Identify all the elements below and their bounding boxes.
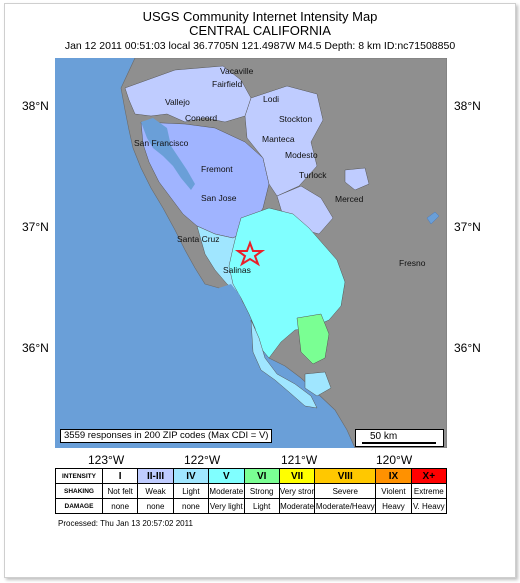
city-label: Lodi	[263, 94, 279, 104]
lat-label-37-left: 37°N	[22, 220, 49, 234]
south-patch	[304, 371, 332, 397]
intensity-cell: I	[101, 468, 139, 484]
city-label: Turlock	[299, 170, 327, 180]
shaking-cell: Moderate	[208, 483, 245, 499]
city-label: Fresno	[399, 258, 426, 268]
region-title: CENTRAL CALIFORNIA	[189, 23, 331, 38]
intensity-cell: X+	[410, 468, 448, 484]
north-bay-region	[124, 65, 252, 123]
city-label: Modesto	[285, 150, 318, 160]
lat-label-36-right: 36°N	[454, 341, 481, 355]
intensity-cell: IV	[172, 468, 210, 484]
lat-label-38-left: 38°N	[22, 99, 49, 113]
city-label: Stockton	[279, 114, 312, 124]
damage-cell: Heavy	[375, 498, 412, 514]
damage-row: DAMAGE none none none Very light Light M…	[55, 498, 448, 514]
shaking-cell: Not felt	[101, 483, 139, 499]
merced-region	[344, 167, 370, 191]
city-label: Fairfield	[212, 79, 243, 89]
intensity-cell: VIII	[314, 468, 377, 484]
city-label: Vallejo	[165, 97, 190, 107]
legend-row-header: SHAKING	[55, 483, 103, 499]
green-patch	[296, 313, 330, 365]
sf-bay	[141, 118, 195, 190]
intensity-cell: V	[208, 468, 245, 484]
shaking-cell: Strong	[243, 483, 280, 499]
city-label: Santa Cruz	[177, 234, 220, 244]
sierra-lake	[426, 211, 440, 225]
map-title: USGS Community Internet Intensity Map	[142, 9, 378, 24]
scale-line	[362, 442, 436, 444]
city-label: San Francisco	[134, 138, 189, 148]
city-label: Vacaville	[220, 66, 254, 76]
intensity-map: Vacaville Fairfield Vallejo Concord Lodi…	[55, 58, 447, 448]
intensity-cell: IX	[375, 468, 412, 484]
lat-label-37-right: 37°N	[454, 220, 481, 234]
intensity-legend: INTENSITY I II-III IV V VI VII VIII IX X…	[55, 468, 448, 514]
lon-label-122: 122°W	[184, 453, 221, 467]
lon-label-123: 123°W	[88, 453, 125, 467]
central-valley-region	[244, 85, 324, 197]
shaking-cell: Violent	[375, 483, 412, 499]
damage-cell: none	[101, 498, 139, 514]
damage-cell: none	[137, 498, 174, 514]
intensity-cell: VII	[278, 468, 316, 484]
shaking-cell: Weak	[137, 483, 174, 499]
scale-bar: 50 km	[355, 429, 444, 447]
responses-label: 3559 responses in 200 ZIP codes (Max CDI…	[60, 429, 273, 443]
damage-cell: Moderate/Heavy	[314, 498, 377, 514]
damage-cell: none	[172, 498, 210, 514]
legend-row-header: DAMAGE	[55, 498, 103, 514]
city-label: Manteca	[262, 134, 295, 144]
intensity-cell: II-III	[137, 468, 174, 484]
shaking-cell: Severe	[314, 483, 377, 499]
city-label: Fremont	[201, 164, 233, 174]
city-label: Merced	[335, 194, 364, 204]
damage-cell: Moderate	[278, 498, 316, 514]
intensity-cell: VI	[243, 468, 280, 484]
damage-cell: Very light	[208, 498, 245, 514]
lat-label-36-left: 36°N	[22, 341, 49, 355]
shaking-cell: Extreme	[410, 483, 448, 499]
event-info: Jan 12 2011 00:51:03 local 36.7705N 121.…	[64, 40, 456, 52]
damage-cell: Light	[243, 498, 280, 514]
city-label: San Jose	[201, 193, 237, 203]
coast-strip	[250, 319, 318, 409]
shaking-cell: Light	[172, 483, 210, 499]
city-label: Concord	[185, 113, 217, 123]
shaking-cell: Very strong	[278, 483, 316, 499]
damage-cell: V. Heavy	[410, 498, 448, 514]
city-label: Salinas	[223, 265, 251, 275]
intensity-row: INTENSITY I II-III IV V VI VII VIII IX X…	[55, 468, 448, 484]
monterey-bay	[219, 284, 245, 320]
lat-label-38-right: 38°N	[454, 99, 481, 113]
epicenter-star-icon	[234, 240, 266, 267]
legend-row-header: INTENSITY	[55, 468, 103, 484]
scale-label: 50 km	[370, 431, 398, 442]
shaking-row: SHAKING Not felt Weak Light Moderate Str…	[55, 483, 448, 499]
lon-label-121: 121°W	[281, 453, 318, 467]
processed-timestamp: Processed: Thu Jan 13 20:57:02 2011	[58, 519, 193, 528]
lon-label-120: 120°W	[376, 453, 413, 467]
